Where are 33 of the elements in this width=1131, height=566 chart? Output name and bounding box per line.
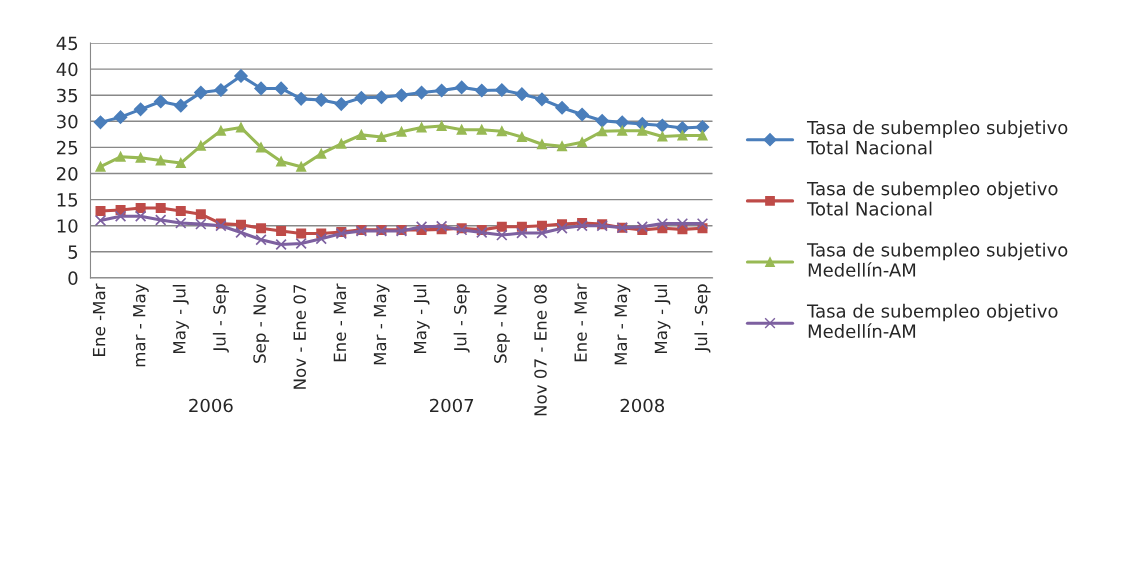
y-tick-label: 35	[57, 88, 78, 103]
y-tick-label: 40	[56, 62, 78, 77]
x-tick-label: Jul - Sep	[453, 284, 470, 353]
y-tick-label: 10	[57, 219, 78, 233]
x-tick-label: Jul - Sep	[212, 284, 229, 353]
x-tick-label: Mar - May	[614, 283, 631, 365]
y-tick-label: 30	[57, 114, 78, 129]
text: 2006	[189, 398, 233, 413]
x-tick-label: Ene -Mar	[92, 283, 106, 356]
y-tick-label: 15	[57, 193, 78, 207]
y-tick-label: 0	[68, 271, 78, 286]
x-tick-label: Ene - Mar	[574, 283, 587, 362]
x-tick-label: Nov - Ene 07	[293, 284, 307, 389]
y-tick-label: 25	[57, 140, 78, 155]
x-tick-label: May - Jul	[654, 285, 671, 353]
x-tick-label: Sep - Nov	[494, 283, 510, 363]
y-tick-label: 45	[56, 36, 78, 51]
legend-label: Tasa de subempleo objetivo Medellín-AM	[806, 303, 1058, 339]
legend-label: Tasa de subempleo subjetivo Total Nacional	[806, 120, 1068, 155]
y-tick-label: 5	[68, 245, 78, 259]
x-tick-label: Jul - Sep	[694, 284, 711, 353]
x-tick-label: Ene - Mar	[333, 283, 347, 362]
y-tick-label: 20	[57, 166, 78, 181]
legend-label: Tasa de subempleo subjetivo Medellín-AM	[806, 242, 1068, 277]
x-tick-label: May - Jul	[413, 285, 430, 353]
x-tick-label: Mar - May	[373, 283, 390, 365]
x-tick-label: mar - May	[133, 283, 149, 367]
text: 2008	[620, 398, 665, 413]
x-tick-label: May - Jul	[172, 285, 189, 353]
text: 2007	[430, 398, 474, 413]
x-tick-label: Sep - Nov	[253, 283, 270, 363]
legend-label: Tasa de subempleo objetivo Total Nacional	[806, 181, 1058, 216]
x-tick-label: Nov 07 - Ene 08	[534, 284, 547, 416]
